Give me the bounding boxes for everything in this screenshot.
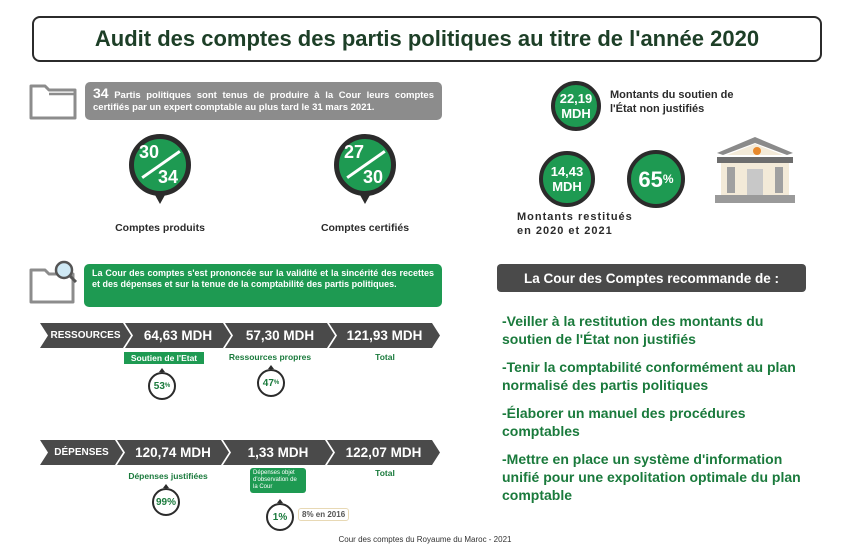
state-support-value: 64,63 MDH bbox=[125, 323, 231, 348]
intro-banner: 34 Partis politiques sont tenus de produ… bbox=[85, 82, 442, 120]
ressources-label: RESSOURCES bbox=[40, 323, 131, 348]
pin-denominator: 34 bbox=[158, 167, 179, 187]
justified-expenses-value: 120,74 MDH bbox=[117, 440, 229, 465]
recommendation-item: -Élaborer un manuel des procédures compt… bbox=[502, 405, 746, 439]
percent-ring: 1% bbox=[266, 499, 294, 531]
pin-numerator: 27 bbox=[344, 142, 365, 162]
unjustified-support-circle: 22,19 MDH bbox=[551, 81, 601, 131]
pin-denominator: 30 bbox=[363, 167, 384, 187]
accounts-certified-pin: 27 30 bbox=[334, 134, 396, 204]
depenses-total-value: 122,07 MDH bbox=[327, 440, 440, 465]
unit: MDH bbox=[561, 106, 591, 121]
percent-ring: 53% bbox=[148, 368, 176, 400]
ressources-total-value: 121,93 MDH bbox=[329, 323, 440, 348]
depenses-row: DÉPENSES 120,74 MDH 1,33 MDH 122,07 MDH bbox=[40, 440, 434, 465]
percent: 65 bbox=[638, 166, 663, 192]
recommendation-item: -Tenir la comptabilité conformément au p… bbox=[502, 359, 796, 393]
caption: Total bbox=[375, 352, 395, 362]
recommendations-heading: La Cour des Comptes recommande de : bbox=[497, 264, 806, 292]
restituted-circle: 14,43 MDH bbox=[539, 151, 595, 207]
restituted-label: Montants restitués en 2020 et 2021 bbox=[517, 210, 633, 238]
label-line: en 2020 et 2021 bbox=[517, 225, 613, 237]
observed-expenses-value: 1,33 MDH bbox=[223, 440, 333, 465]
percent-sign: % bbox=[164, 383, 171, 389]
party-count: 34 bbox=[93, 85, 109, 101]
percent: 1% bbox=[272, 511, 288, 523]
label-line: Montants restitués bbox=[517, 211, 633, 223]
pin-numerator: 30 bbox=[139, 142, 160, 162]
caption: Dépenses objet d'observation de la Cour bbox=[250, 468, 306, 493]
percent: 53 bbox=[153, 380, 165, 392]
folder-icon bbox=[29, 84, 77, 120]
restituted-percent-circle: 65% bbox=[627, 150, 685, 208]
accounts-produced-pin: 30 34 bbox=[129, 134, 191, 204]
percent-sign: % bbox=[662, 171, 674, 186]
page-title: Audit des comptes des partis politiques … bbox=[32, 16, 822, 62]
folder-search-icon bbox=[29, 260, 78, 304]
ressources-row: RESSOURCES 64,63 MDH 57,30 MDH 121,93 MD… bbox=[40, 323, 434, 348]
unjustified-support-label: Montants du soutien de l'État non justif… bbox=[610, 89, 734, 115]
intro-text: Partis politiques sont tenus de produire… bbox=[93, 90, 434, 113]
percent-sign: % bbox=[273, 380, 280, 386]
percent: 99% bbox=[155, 496, 176, 508]
footer: Cour des comptes du Royaume du Maroc - 2… bbox=[338, 535, 512, 544]
unit: MDH bbox=[552, 179, 582, 194]
amount: 14,43 bbox=[550, 164, 584, 179]
own-resources-value: 57,30 MDH bbox=[225, 323, 335, 348]
recommendation-item: -Mettre en place un système d'informatio… bbox=[502, 451, 801, 503]
caption: Dépenses justifiées bbox=[128, 471, 208, 481]
percent: 47 bbox=[262, 377, 274, 389]
recommendation-item: -Veiller à la restitution des montants d… bbox=[502, 313, 764, 347]
recommendations-list: -Veiller à la restitution des montants d… bbox=[502, 312, 808, 504]
caption: Total bbox=[375, 468, 395, 478]
court-building-icon bbox=[715, 137, 795, 203]
pin-label: Comptes certifiés bbox=[320, 222, 410, 234]
comparison-note: 8% en 2016 bbox=[298, 508, 350, 521]
amount: 22,19 bbox=[559, 91, 593, 106]
percent-ring: 99% bbox=[152, 484, 180, 516]
pin-label: Comptes produits bbox=[115, 222, 205, 234]
percent-ring: 47% bbox=[257, 365, 285, 397]
depenses-label: DÉPENSES bbox=[40, 440, 123, 465]
opinion-banner: La Cour des comptes s'est prononcée sur … bbox=[84, 264, 442, 307]
caption: Soutien de l'Etat bbox=[124, 352, 204, 364]
caption: Ressources propres bbox=[228, 352, 312, 362]
